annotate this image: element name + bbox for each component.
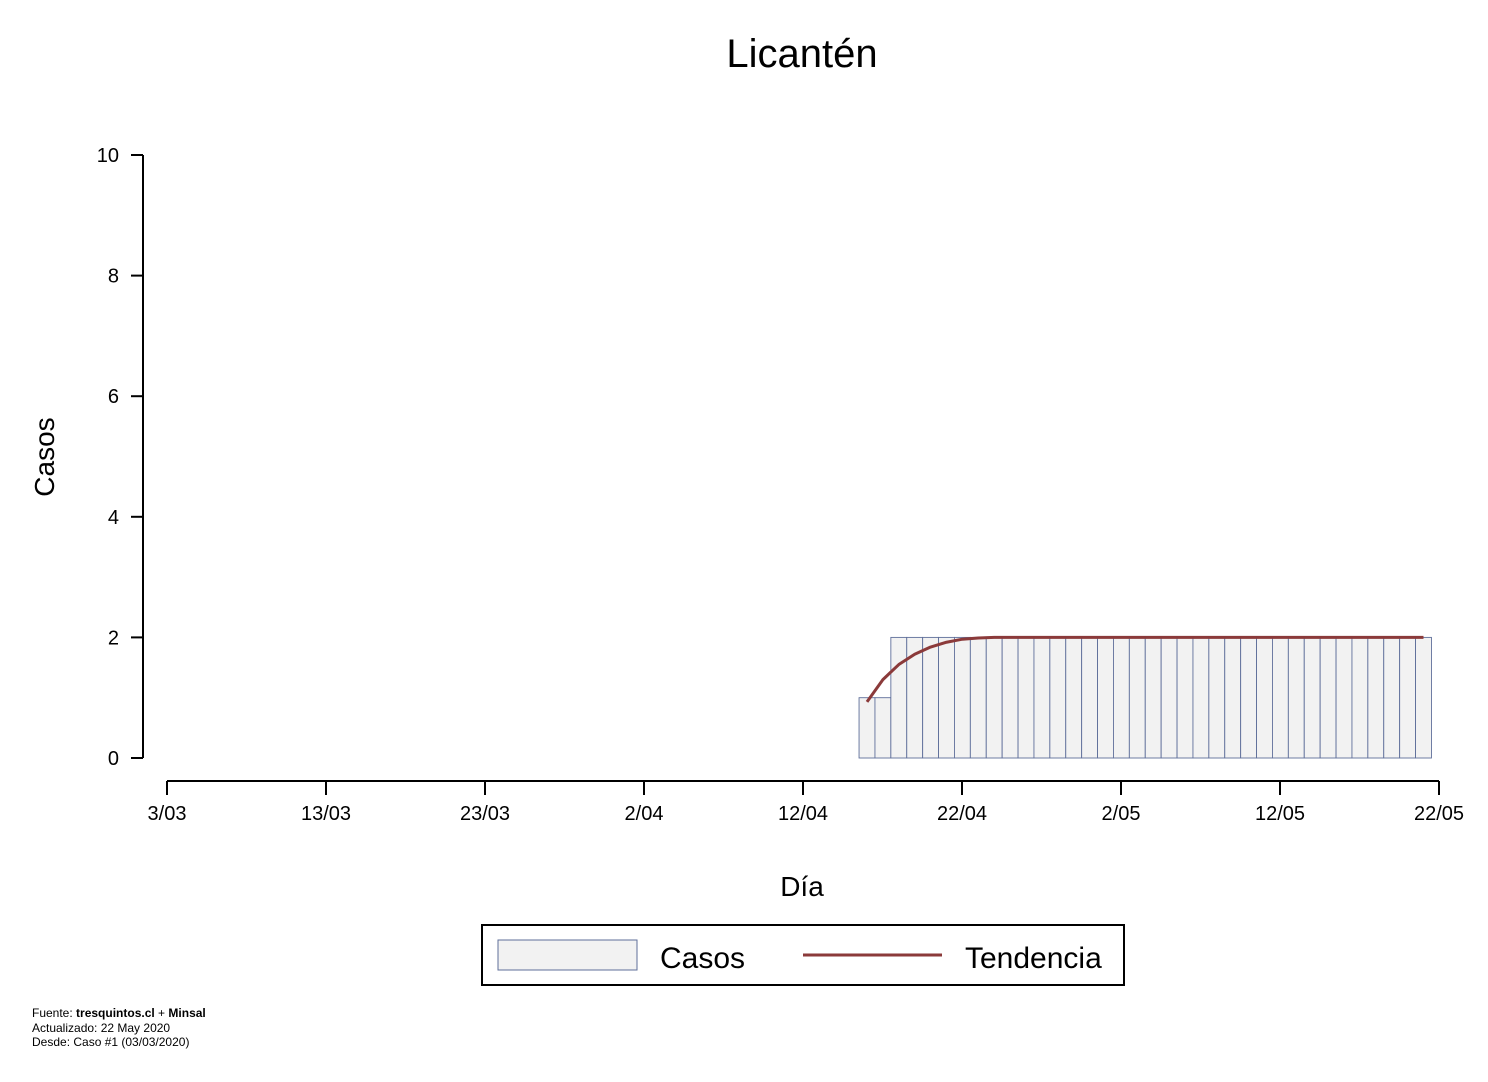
bar xyxy=(858,697,876,759)
legend: Casos Tendencia xyxy=(481,924,1125,986)
bar xyxy=(1144,636,1162,759)
y-tick-label: 4 xyxy=(108,507,119,529)
bar xyxy=(922,636,940,759)
bar xyxy=(1240,636,1258,759)
bar xyxy=(1160,636,1178,759)
bar xyxy=(969,636,987,759)
bar xyxy=(1097,636,1114,759)
y-tick-label: 10 xyxy=(97,145,119,167)
trend-line xyxy=(865,635,1424,703)
bar xyxy=(1081,636,1099,759)
bar xyxy=(1176,636,1194,759)
bar xyxy=(1287,636,1305,759)
x-tick-label: 2/05 xyxy=(1102,803,1141,825)
x-axis-label: Día xyxy=(780,871,824,902)
bar xyxy=(1383,636,1401,759)
bar xyxy=(954,636,971,759)
bar xyxy=(1335,636,1353,759)
y-tick-label: 6 xyxy=(108,386,119,408)
bar xyxy=(1351,636,1369,759)
legend-label-casos: Casos xyxy=(660,942,745,975)
x-tick-label: 2/04 xyxy=(625,803,664,825)
bars xyxy=(858,636,1432,759)
chart-title: Licantén xyxy=(726,32,877,76)
bar xyxy=(1208,636,1226,759)
x-tick-label: 13/03 xyxy=(301,803,351,825)
bar xyxy=(890,636,908,759)
bar xyxy=(1399,636,1417,759)
x-tick-label: 22/04 xyxy=(937,803,987,825)
bar xyxy=(874,697,892,759)
y-axis-label: Casos xyxy=(29,417,60,496)
bar xyxy=(985,636,1003,759)
bar xyxy=(1224,636,1242,759)
bar xyxy=(1319,636,1337,759)
footer-updated: Actualizado: 22 May 2020 xyxy=(32,1020,171,1035)
y-tick-label: 0 xyxy=(108,748,119,770)
bar xyxy=(1033,636,1051,759)
y-axis: 0 2 4 6 8 10 xyxy=(97,145,144,770)
bar xyxy=(1256,636,1273,759)
x-tick-label: 3/03 xyxy=(148,803,187,825)
y-tick-label: 8 xyxy=(108,266,119,288)
footer-source: Fuente: tresquintos.cl + Minsal xyxy=(32,1006,206,1020)
legend-label-tendencia: Tendencia xyxy=(965,942,1102,975)
legend-swatch-casos xyxy=(497,939,638,971)
bar xyxy=(938,636,955,759)
x-axis: 3/03 13/03 23/03 2/04 12/04 22/04 2/05 12/05 22/… xyxy=(148,780,1464,825)
bar xyxy=(1001,636,1019,759)
bar xyxy=(1112,636,1130,759)
bar xyxy=(1049,636,1067,759)
bar xyxy=(1065,636,1083,759)
x-tick-label: 12/04 xyxy=(778,803,828,825)
x-tick-label: 12/05 xyxy=(1255,803,1305,825)
bar xyxy=(1128,636,1146,759)
y-tick-label: 2 xyxy=(108,627,119,649)
bar xyxy=(1192,636,1210,759)
bar xyxy=(1017,636,1035,759)
footer-since: Desde: Caso #1 (03/03/2020) xyxy=(32,1035,190,1049)
bar xyxy=(1271,636,1289,759)
footer: Fuente: tresquintos.cl + Minsal Actualiz… xyxy=(32,1006,206,1050)
bar xyxy=(1303,636,1321,759)
bar xyxy=(1367,636,1385,759)
x-tick-label: 22/05 xyxy=(1414,803,1464,825)
bar xyxy=(1415,636,1432,759)
x-tick-label: 23/03 xyxy=(460,803,510,825)
